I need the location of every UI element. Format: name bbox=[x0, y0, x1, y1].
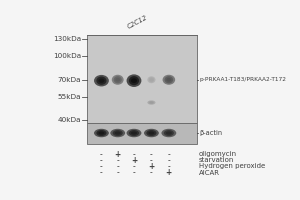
Text: -: - bbox=[116, 168, 119, 177]
Text: +: + bbox=[166, 168, 172, 177]
Text: -: - bbox=[100, 168, 103, 177]
Ellipse shape bbox=[129, 76, 139, 85]
Ellipse shape bbox=[96, 77, 106, 85]
Ellipse shape bbox=[161, 129, 176, 137]
Text: β-actin: β-actin bbox=[199, 130, 222, 136]
Ellipse shape bbox=[112, 75, 124, 85]
Ellipse shape bbox=[98, 131, 104, 135]
Text: -: - bbox=[167, 162, 170, 171]
Text: C2C12: C2C12 bbox=[126, 15, 148, 30]
Ellipse shape bbox=[96, 130, 106, 136]
Text: -: - bbox=[167, 150, 170, 159]
Text: 100kDa: 100kDa bbox=[53, 53, 81, 59]
Ellipse shape bbox=[131, 131, 137, 135]
Ellipse shape bbox=[166, 131, 172, 135]
Text: Hydrogen peroxide: Hydrogen peroxide bbox=[199, 163, 265, 169]
Text: -: - bbox=[116, 156, 119, 165]
Ellipse shape bbox=[150, 78, 153, 81]
Text: 70kDa: 70kDa bbox=[58, 77, 81, 83]
Text: -: - bbox=[150, 168, 153, 177]
Text: 130kDa: 130kDa bbox=[53, 36, 81, 42]
Ellipse shape bbox=[127, 74, 141, 87]
Text: -: - bbox=[133, 168, 135, 177]
Text: -: - bbox=[100, 156, 103, 165]
Text: -: - bbox=[116, 162, 119, 171]
Ellipse shape bbox=[113, 130, 123, 136]
Text: -: - bbox=[100, 150, 103, 159]
Ellipse shape bbox=[164, 130, 174, 136]
Ellipse shape bbox=[166, 78, 171, 82]
Ellipse shape bbox=[115, 78, 120, 82]
Ellipse shape bbox=[146, 130, 157, 136]
Ellipse shape bbox=[110, 129, 125, 137]
Text: +: + bbox=[131, 156, 137, 165]
Text: +: + bbox=[148, 162, 154, 171]
Text: -: - bbox=[133, 162, 135, 171]
Ellipse shape bbox=[114, 76, 122, 83]
Text: -: - bbox=[100, 162, 103, 171]
Text: AICAR: AICAR bbox=[199, 170, 220, 176]
Ellipse shape bbox=[131, 78, 137, 83]
Bar bbox=[88, 35, 197, 123]
Ellipse shape bbox=[98, 78, 104, 83]
Ellipse shape bbox=[163, 75, 175, 85]
Ellipse shape bbox=[129, 130, 139, 136]
Text: -: - bbox=[167, 156, 170, 165]
Text: starvation: starvation bbox=[199, 157, 235, 163]
Ellipse shape bbox=[147, 100, 155, 105]
Ellipse shape bbox=[115, 131, 121, 135]
Ellipse shape bbox=[147, 76, 155, 83]
Text: +: + bbox=[115, 150, 121, 159]
Ellipse shape bbox=[165, 76, 173, 83]
Text: -: - bbox=[150, 156, 153, 165]
Text: oligomycin: oligomycin bbox=[199, 151, 237, 157]
Text: -: - bbox=[150, 150, 153, 159]
Ellipse shape bbox=[148, 101, 154, 104]
Ellipse shape bbox=[150, 102, 153, 103]
Ellipse shape bbox=[94, 75, 109, 86]
Ellipse shape bbox=[148, 77, 154, 82]
Text: p-PRKAA1-T183/PRKAA2-T172: p-PRKAA1-T183/PRKAA2-T172 bbox=[199, 77, 286, 82]
Text: -: - bbox=[133, 150, 135, 159]
Text: 40kDa: 40kDa bbox=[58, 117, 81, 123]
Ellipse shape bbox=[144, 129, 159, 137]
Text: 55kDa: 55kDa bbox=[58, 94, 81, 100]
Bar bbox=[88, 123, 197, 144]
Ellipse shape bbox=[148, 131, 154, 135]
Ellipse shape bbox=[94, 129, 109, 137]
Ellipse shape bbox=[127, 129, 141, 137]
